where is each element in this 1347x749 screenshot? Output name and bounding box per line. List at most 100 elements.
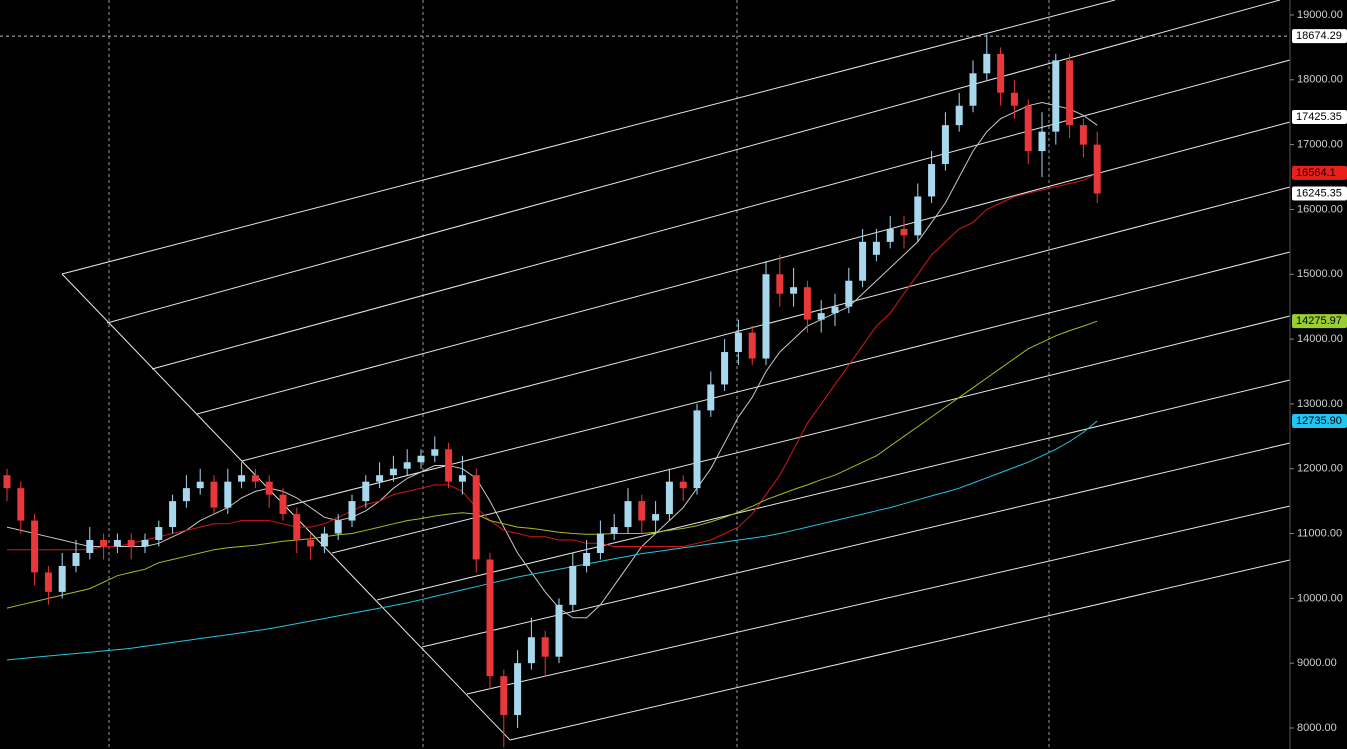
candle-body xyxy=(872,241,880,255)
candle-body xyxy=(376,475,384,482)
y-tick-label: 8000.00 xyxy=(1297,722,1337,734)
candle-body xyxy=(44,572,52,592)
fan-line xyxy=(106,0,1281,324)
candle-body xyxy=(1038,131,1046,152)
candle-body xyxy=(348,501,356,521)
y-tick-label: 17000.00 xyxy=(1297,139,1343,151)
candle-body xyxy=(652,514,660,521)
candle-body xyxy=(417,455,425,463)
candle-body xyxy=(997,53,1005,93)
price-label-box xyxy=(1292,314,1347,329)
candle-body xyxy=(569,565,577,605)
candle-body xyxy=(638,501,646,521)
candle-body xyxy=(141,540,149,547)
candle-body xyxy=(445,449,453,482)
candle-body xyxy=(555,604,563,657)
candle-body xyxy=(859,241,867,281)
moving-average xyxy=(6,420,1098,661)
candle-body xyxy=(251,475,259,482)
y-tick-label: 18000.00 xyxy=(1297,74,1343,86)
fan-line xyxy=(151,59,1291,370)
candle-body xyxy=(941,125,949,165)
candle-body xyxy=(431,449,439,456)
candle-body xyxy=(86,540,94,553)
candle-body xyxy=(169,501,177,528)
candle-body xyxy=(762,274,770,359)
candle-body xyxy=(845,280,853,307)
candle-body xyxy=(58,565,66,592)
price-label: 16245.35 xyxy=(1296,187,1342,199)
candle-body xyxy=(17,488,25,521)
vertical-grid xyxy=(108,0,1050,749)
candle-body xyxy=(458,475,466,482)
candle-body xyxy=(955,105,963,126)
candle-body xyxy=(72,552,80,566)
candle-body xyxy=(928,164,936,197)
fan-line xyxy=(376,379,1291,601)
price-label: 16564.1 xyxy=(1296,167,1336,179)
candle-body xyxy=(238,475,246,482)
candle-body xyxy=(334,520,342,534)
candle-body xyxy=(279,494,287,515)
fan-line xyxy=(509,559,1291,741)
candle-body xyxy=(527,637,535,664)
candle-body xyxy=(224,481,232,508)
y-tick-label: 13000.00 xyxy=(1297,398,1343,410)
candle-body xyxy=(293,514,301,541)
candle-body xyxy=(1079,125,1087,145)
candle-body xyxy=(707,384,715,411)
candle-body xyxy=(31,520,39,573)
candle-body xyxy=(1066,60,1074,126)
candle-body xyxy=(514,663,522,716)
moving-average xyxy=(6,101,1098,619)
candle-body xyxy=(624,501,632,528)
candle-body xyxy=(721,352,729,385)
candle-body xyxy=(265,481,273,495)
candle-body xyxy=(389,468,397,476)
candle-body xyxy=(1093,144,1101,194)
price-label-box xyxy=(1292,29,1347,44)
candle-body xyxy=(100,540,108,547)
fan-line xyxy=(196,121,1291,415)
moving-average xyxy=(6,320,1098,609)
candle-body xyxy=(362,481,370,502)
candle-body xyxy=(127,540,135,547)
price-label-box xyxy=(1292,186,1347,201)
candle-body xyxy=(596,533,604,553)
y-tick-label: 16000.00 xyxy=(1297,203,1343,215)
candle-body xyxy=(403,462,411,469)
candle-body xyxy=(914,196,922,236)
candle-body xyxy=(776,274,784,294)
candle-body xyxy=(610,527,618,534)
candle-body xyxy=(196,481,204,489)
fan-line xyxy=(331,315,1291,554)
candle-body xyxy=(1010,92,1018,106)
y-tick-label: 15000.00 xyxy=(1297,268,1343,280)
candle-body xyxy=(969,73,977,106)
y-tick-label: 12000.00 xyxy=(1297,463,1343,475)
y-tick-label: 14000.00 xyxy=(1297,333,1343,345)
price-label: 12735.90 xyxy=(1296,415,1342,427)
candle-body xyxy=(1024,105,1032,152)
price-label: 17425.35 xyxy=(1296,111,1342,123)
candle-body xyxy=(583,552,591,566)
candle-body xyxy=(3,475,11,489)
moving-average xyxy=(7,172,1098,551)
candle-body xyxy=(734,332,742,353)
candle-body xyxy=(831,306,839,314)
candle-body xyxy=(113,540,121,547)
candle-body xyxy=(320,533,328,547)
candle-body xyxy=(900,228,908,236)
candle-body xyxy=(983,53,991,74)
fan-line xyxy=(466,505,1291,695)
candle-body xyxy=(486,559,494,677)
candle-body xyxy=(307,540,315,547)
candle-body xyxy=(679,481,687,489)
y-tick-label: 9000.00 xyxy=(1297,657,1337,669)
y-tick-label: 19000.00 xyxy=(1297,9,1343,21)
y-tick-label: 11000.00 xyxy=(1297,527,1342,539)
price-label: 14275.97 xyxy=(1296,315,1342,327)
